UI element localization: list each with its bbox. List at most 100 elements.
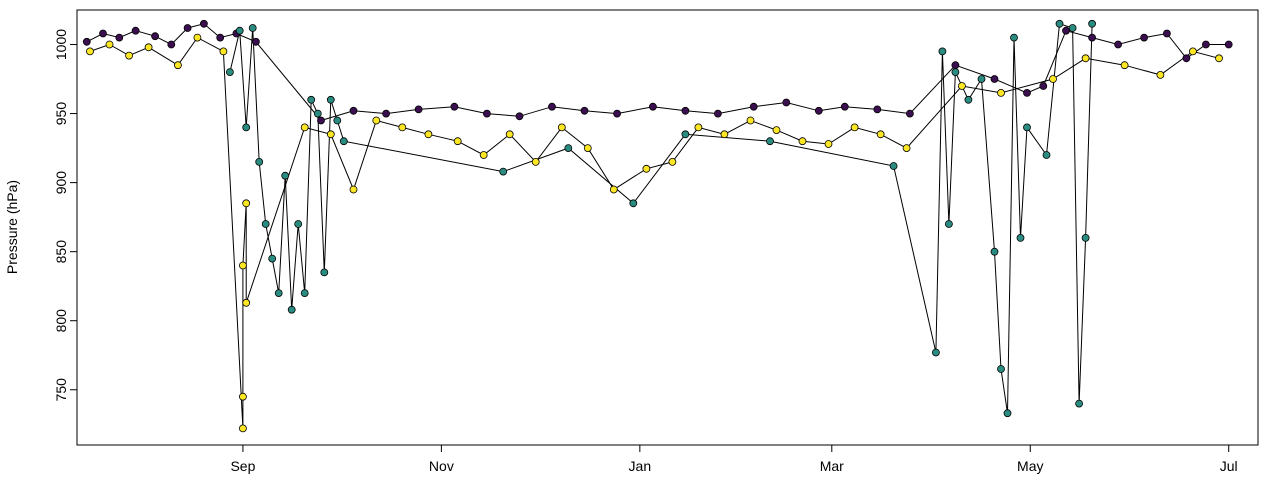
series-0-point bbox=[749, 102, 758, 111]
series-2-point bbox=[333, 116, 342, 125]
series-1-point bbox=[1156, 71, 1165, 79]
x-tick-label: Nov bbox=[429, 458, 454, 474]
series-2-point bbox=[225, 68, 234, 76]
series-2-point bbox=[235, 26, 244, 35]
series-1-point bbox=[173, 61, 182, 70]
series-1-point bbox=[824, 140, 833, 148]
series-2-point bbox=[307, 95, 316, 104]
series-0-point bbox=[714, 109, 722, 118]
x-tick-label: Jul bbox=[1220, 458, 1238, 474]
series-0-point bbox=[580, 106, 589, 115]
series-2-point bbox=[255, 157, 264, 166]
series-1-point bbox=[958, 82, 966, 90]
series-1-point bbox=[144, 43, 153, 52]
y-tick-label: 900 bbox=[53, 171, 69, 195]
series-1-point bbox=[238, 261, 247, 270]
series-0-point bbox=[1114, 40, 1122, 49]
series-1-point bbox=[798, 137, 807, 146]
series-0-point bbox=[414, 105, 423, 114]
series-2-point bbox=[990, 247, 999, 256]
series-2-point bbox=[1075, 399, 1083, 408]
series-1-line bbox=[89, 36, 1220, 429]
series-2-point bbox=[261, 220, 270, 228]
series-1-point bbox=[902, 144, 911, 153]
series-0-point bbox=[199, 19, 208, 28]
series-2-point bbox=[499, 167, 508, 176]
series-0-point bbox=[1039, 82, 1048, 90]
series-1-point bbox=[531, 157, 540, 166]
series-1-point bbox=[1189, 47, 1197, 56]
series-2-point bbox=[1088, 19, 1096, 28]
series-2-point bbox=[294, 220, 303, 228]
series-1-point bbox=[1049, 75, 1057, 83]
series-0-point bbox=[906, 109, 914, 118]
series-2-point bbox=[1068, 24, 1077, 32]
series-0-point bbox=[1023, 89, 1031, 97]
y-tick-label: 850 bbox=[53, 240, 69, 264]
series-1-point bbox=[746, 116, 755, 125]
series-2-point bbox=[248, 24, 257, 32]
series-0-point bbox=[990, 75, 999, 83]
series-2-point bbox=[932, 348, 940, 357]
series-0-point bbox=[183, 24, 192, 32]
series-1-point bbox=[349, 185, 358, 194]
series-2-point bbox=[1016, 233, 1025, 242]
series-2-point bbox=[1081, 233, 1090, 242]
series-1-point bbox=[326, 130, 335, 139]
series-2-point bbox=[681, 130, 690, 139]
series-2-point bbox=[889, 162, 898, 170]
series-1-point bbox=[850, 123, 859, 132]
series-0-point bbox=[951, 61, 960, 70]
series-0-point bbox=[840, 102, 849, 111]
series-1-point bbox=[1081, 54, 1090, 63]
y-tick-label: 1000 bbox=[53, 29, 69, 60]
series-1-point bbox=[997, 89, 1005, 97]
series-0-point bbox=[1182, 54, 1191, 63]
series-2-point bbox=[287, 305, 296, 314]
series-2-point bbox=[938, 47, 947, 56]
series-2-point bbox=[326, 95, 335, 104]
y-tick-label: 800 bbox=[53, 309, 69, 333]
series-1-point bbox=[772, 126, 781, 135]
series-2-point bbox=[964, 95, 973, 104]
series-2-point bbox=[320, 268, 329, 277]
series-2-point bbox=[1055, 19, 1064, 28]
series-0-point bbox=[450, 102, 459, 111]
series-1-point bbox=[609, 185, 618, 194]
series-2-point bbox=[274, 289, 283, 298]
series-1-point bbox=[242, 298, 251, 307]
series-2-point bbox=[339, 137, 348, 146]
series-2-point bbox=[1010, 33, 1018, 42]
series-2-point bbox=[313, 109, 322, 118]
series-1-point bbox=[505, 130, 514, 139]
series-0-point bbox=[99, 29, 107, 38]
series-0-point bbox=[1163, 29, 1171, 38]
series-2-point bbox=[629, 199, 638, 208]
series-2-point bbox=[268, 254, 277, 263]
series-2-point bbox=[564, 144, 573, 153]
series-1-point bbox=[219, 47, 228, 56]
series-0-point bbox=[382, 109, 391, 118]
x-tick-label: Mar bbox=[820, 458, 844, 474]
series-0-point bbox=[317, 116, 325, 125]
series-0-point bbox=[482, 109, 491, 118]
series-1-point bbox=[424, 130, 433, 139]
series-0-point bbox=[613, 109, 621, 118]
series-0-point bbox=[548, 102, 556, 111]
series-1-point bbox=[238, 424, 247, 433]
series-1-point bbox=[720, 130, 729, 139]
x-tick-label: Sep bbox=[230, 458, 255, 474]
series-2-point bbox=[242, 123, 251, 132]
series-0-point bbox=[681, 106, 690, 115]
series-2-point bbox=[977, 75, 986, 83]
series-0-point bbox=[1140, 33, 1148, 42]
x-axis: Sep Nov Jan Mar May Jul bbox=[230, 444, 1238, 474]
series-1-point bbox=[1120, 61, 1129, 70]
series-0-point bbox=[82, 37, 91, 46]
y-axis: 750 800 850 900 950 1000 bbox=[53, 29, 78, 401]
series-2-point bbox=[951, 68, 960, 76]
connector-lines bbox=[86, 23, 1229, 429]
series-1-point bbox=[398, 123, 407, 132]
series-2-point bbox=[945, 220, 953, 228]
series-2-point bbox=[300, 289, 309, 298]
